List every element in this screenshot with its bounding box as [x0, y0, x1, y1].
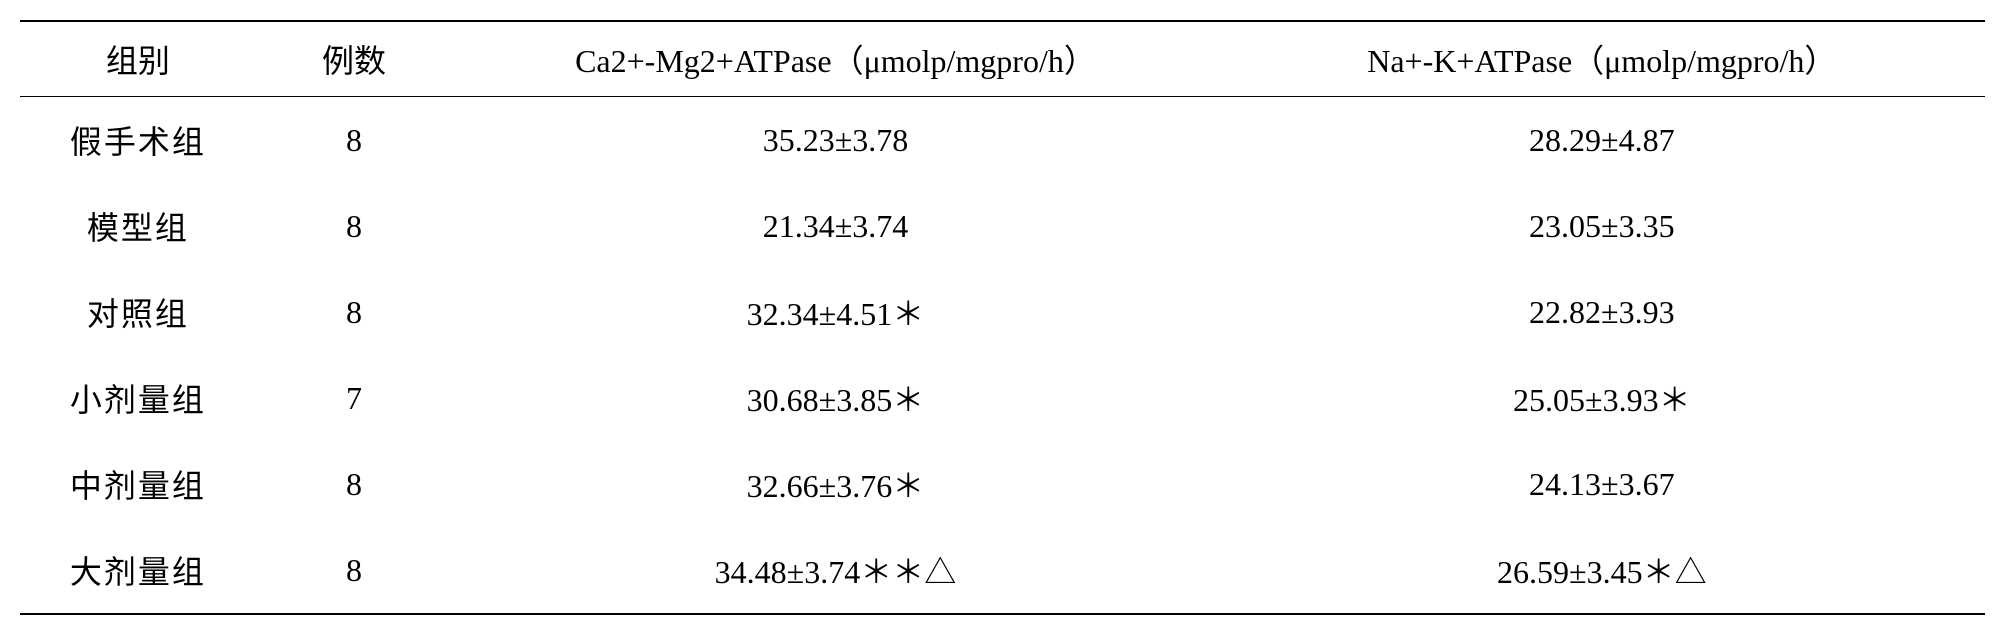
- cell-na-k-atpase: 25.05±3.93＊: [1219, 355, 1985, 441]
- cell-count: 8: [256, 97, 453, 184]
- table-row: 假手术组 8 35.23±3.78 28.29±4.87: [20, 97, 1985, 184]
- cell-na-k-atpase: 22.82±3.93: [1219, 269, 1985, 355]
- table-row: 大剂量组 8 34.48±3.74＊＊△ 26.59±3.45＊△: [20, 527, 1985, 614]
- cell-ca-mg-atpase: 34.48±3.74＊＊△: [452, 527, 1218, 614]
- column-header-ca-mg-atpase: Ca2+-Mg2+ATPase（μmolp/mgpro/h）: [452, 21, 1218, 97]
- cell-count: 8: [256, 183, 453, 269]
- cell-ca-mg-atpase: 21.34±3.74: [452, 183, 1218, 269]
- cell-count: 7: [256, 355, 453, 441]
- cell-na-k-atpase: 23.05±3.35: [1219, 183, 1985, 269]
- cell-group: 大剂量组: [20, 527, 256, 614]
- table-row: 小剂量组 7 30.68±3.85＊ 25.05±3.93＊: [20, 355, 1985, 441]
- atpase-data-table: 组别 例数 Ca2+-Mg2+ATPase（μmolp/mgpro/h） Na+…: [20, 20, 1985, 615]
- cell-ca-mg-atpase: 32.34±4.51＊: [452, 269, 1218, 355]
- column-header-na-k-atpase: Na+-K+ATPase（μmolp/mgpro/h）: [1219, 21, 1985, 97]
- cell-na-k-atpase: 26.59±3.45＊△: [1219, 527, 1985, 614]
- cell-group: 小剂量组: [20, 355, 256, 441]
- table-header-row: 组别 例数 Ca2+-Mg2+ATPase（μmolp/mgpro/h） Na+…: [20, 21, 1985, 97]
- cell-group: 假手术组: [20, 97, 256, 184]
- cell-group: 模型组: [20, 183, 256, 269]
- table-row: 模型组 8 21.34±3.74 23.05±3.35: [20, 183, 1985, 269]
- cell-count: 8: [256, 441, 453, 527]
- column-header-count: 例数: [256, 21, 453, 97]
- cell-group: 中剂量组: [20, 441, 256, 527]
- cell-ca-mg-atpase: 32.66±3.76＊: [452, 441, 1218, 527]
- column-header-group: 组别: [20, 21, 256, 97]
- cell-count: 8: [256, 527, 453, 614]
- cell-na-k-atpase: 28.29±4.87: [1219, 97, 1985, 184]
- cell-group: 对照组: [20, 269, 256, 355]
- cell-count: 8: [256, 269, 453, 355]
- table-row: 对照组 8 32.34±4.51＊ 22.82±3.93: [20, 269, 1985, 355]
- cell-ca-mg-atpase: 30.68±3.85＊: [452, 355, 1218, 441]
- table-row: 中剂量组 8 32.66±3.76＊ 24.13±3.67: [20, 441, 1985, 527]
- cell-na-k-atpase: 24.13±3.67: [1219, 441, 1985, 527]
- cell-ca-mg-atpase: 35.23±3.78: [452, 97, 1218, 184]
- atpase-data-table-container: 组别 例数 Ca2+-Mg2+ATPase（μmolp/mgpro/h） Na+…: [20, 20, 1985, 615]
